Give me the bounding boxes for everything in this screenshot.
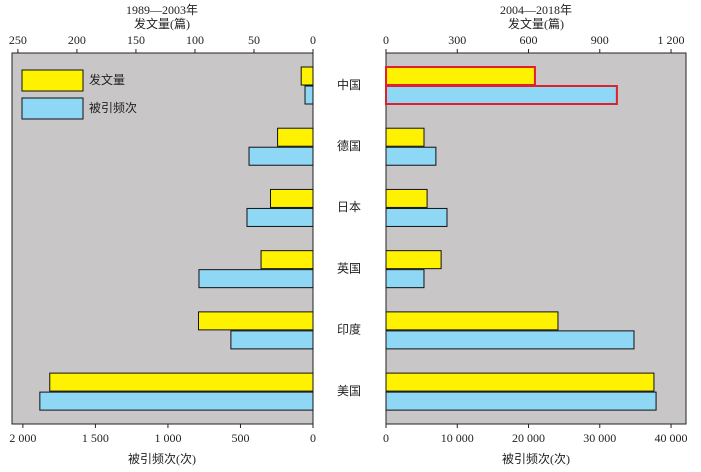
top-tick-label: 50 — [248, 33, 260, 47]
top-tick-label: 900 — [591, 33, 609, 47]
top-tick-label: 0 — [383, 33, 389, 47]
legend-swatch — [21, 97, 84, 120]
bar — [385, 250, 442, 270]
bar — [304, 85, 314, 105]
bar — [385, 269, 425, 289]
top-tick-label: 100 — [186, 33, 204, 47]
bar — [246, 207, 314, 227]
bar — [385, 85, 618, 105]
bottom-tick-label: 20 000 — [512, 431, 545, 445]
bottom-tick-label: 1 000 — [154, 431, 181, 445]
bar — [385, 66, 536, 86]
bottom-tick-label: 2 000 — [9, 431, 36, 445]
bottom-tick-label: 0 — [383, 431, 389, 445]
bar — [230, 330, 314, 350]
bar — [385, 127, 425, 147]
bar — [198, 269, 314, 289]
bar — [385, 391, 657, 411]
bar — [385, 207, 448, 227]
category-label: 日本 — [337, 200, 361, 214]
bar — [260, 250, 314, 270]
bottom-tick-label: 10 000 — [441, 431, 474, 445]
plot-area — [385, 52, 687, 425]
top-tick-label: 250 — [9, 33, 27, 47]
panel-title: 2004—2018年 — [500, 3, 572, 17]
bottom-tick-label: 0 — [310, 431, 316, 445]
legend-label: 发文量 — [89, 72, 125, 87]
top-axis-label: 发文量(篇) — [134, 16, 190, 31]
category-label: 英国 — [337, 261, 361, 275]
legend-swatch — [21, 69, 84, 92]
panel-title: 1989—2003年 — [126, 3, 198, 17]
x-axis-label: 被引频次(次) — [502, 452, 570, 466]
bar — [385, 372, 655, 392]
bar — [39, 391, 314, 411]
bar — [385, 330, 635, 350]
x-axis-label: 被引频次(次) — [128, 452, 196, 466]
bar — [277, 127, 314, 147]
top-axis-label: 发文量(篇) — [508, 16, 564, 31]
bar — [270, 188, 314, 208]
bar — [300, 66, 314, 86]
bar — [198, 311, 314, 331]
bar — [49, 372, 314, 392]
legend-label: 被引频次 — [89, 101, 137, 115]
category-label: 中国 — [337, 77, 361, 92]
top-tick-label: 1 200 — [658, 33, 685, 47]
bottom-tick-label: 500 — [231, 431, 249, 445]
top-tick-label: 150 — [127, 33, 145, 47]
category-label: 美国 — [337, 384, 361, 398]
bar — [385, 311, 559, 331]
bar — [385, 146, 437, 166]
bar — [385, 188, 428, 208]
bottom-tick-label: 30 000 — [583, 431, 616, 445]
bottom-tick-label: 40 000 — [655, 431, 688, 445]
category-label: 印度 — [337, 322, 361, 337]
top-tick-label: 200 — [68, 33, 86, 47]
bar — [248, 146, 314, 166]
top-tick-label: 600 — [520, 33, 538, 47]
bottom-tick-label: 1 500 — [82, 431, 109, 445]
top-tick-label: 0 — [310, 33, 316, 47]
category-label: 德国 — [337, 138, 361, 153]
top-tick-label: 300 — [448, 33, 466, 47]
